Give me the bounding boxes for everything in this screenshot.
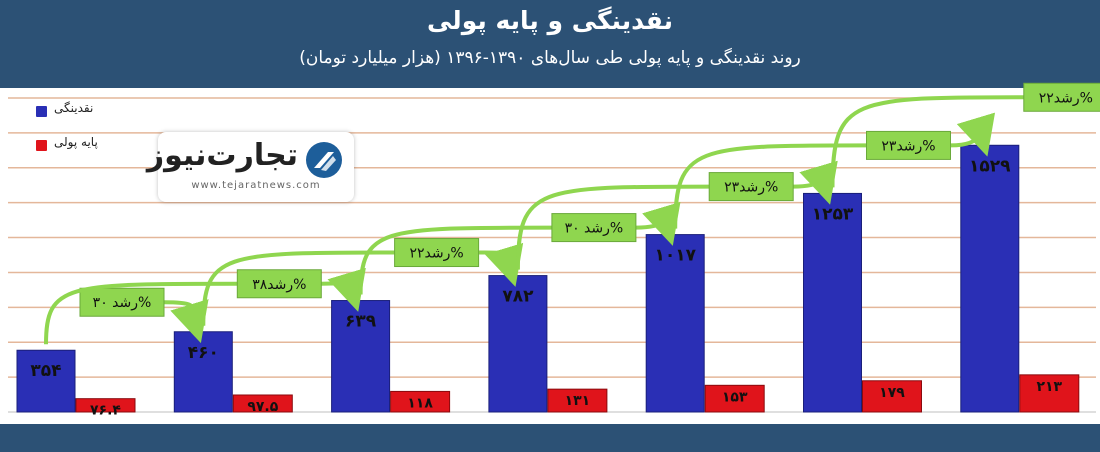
bar-liquidity <box>645 234 705 413</box>
bar-liquidity <box>16 349 76 413</box>
growth-arrow-in <box>515 184 710 270</box>
chart-footer <box>0 424 1100 452</box>
chart-title: نقدینگی و پایه پولی <box>427 6 673 35</box>
chart-subtitle: روند نقدینگی و پایه پولی طی سال‌های ۱۳۹۰… <box>299 48 801 68</box>
growth-box <box>1023 82 1100 112</box>
growth-box <box>79 287 165 317</box>
chart-header: نقدینگی و پایه پولی روند نقدینگی و پایه … <box>0 0 1100 88</box>
data-label-liquidity: ۱۰۱۷ <box>654 246 696 266</box>
data-label-liquidity: ۶۳۹ <box>345 312 377 332</box>
legend-label-base-money: پایه پولی <box>54 135 98 149</box>
growth-arrow-out <box>635 201 681 246</box>
legend-item-base-money: پایه پولی <box>28 132 138 166</box>
data-label-liquidity: ۱۲۵۳ <box>812 204 854 224</box>
data-label-base-money: ۱۱۸ <box>407 395 433 411</box>
data-label-liquidity: ۴۶۰ <box>188 343 219 363</box>
growth-label: رشد ۳۰% <box>93 295 152 311</box>
data-label-base-money: ۷۶.۴ <box>90 403 121 419</box>
bar-base-money <box>1019 374 1080 413</box>
legend-label-liquidity: نقدینگی <box>54 101 94 115</box>
growth-arrow-in <box>44 281 238 345</box>
growth-box <box>708 172 794 202</box>
growth-label: رشد۲۳% <box>724 180 778 196</box>
growth-arrow-out <box>950 112 996 157</box>
bar-liquidity <box>173 331 233 413</box>
bar-liquidity <box>488 275 548 413</box>
logo-url: www.tejaratnews.com <box>191 180 321 191</box>
growth-arrow-in <box>830 95 1024 188</box>
growth-box <box>236 269 322 299</box>
chart-legend: نقدینگی پایه پولی <box>28 98 138 166</box>
data-label-base-money: ۱۷۹ <box>879 385 905 401</box>
growth-box <box>394 238 480 268</box>
growth-label: رشد۲۲% <box>409 246 463 262</box>
data-label-liquidity: ۷۸۲ <box>502 287 534 307</box>
growth-label: رشد ۳۰% <box>565 221 624 237</box>
logo-name: تجارت‌نیوز <box>146 138 298 173</box>
growth-box <box>551 213 637 243</box>
data-label-liquidity: ۱۵۲۹ <box>969 156 1011 176</box>
bar-base-money <box>390 390 451 413</box>
growth-arrow-in <box>673 143 867 229</box>
data-label-base-money: ۹۷.۵ <box>247 399 278 415</box>
growth-arrow-out <box>321 267 366 312</box>
bar-base-money <box>547 388 608 413</box>
bar-liquidity <box>803 192 862 413</box>
tejaratnews-logo-icon <box>306 142 342 178</box>
growth-label: رشد۲۲% <box>1039 90 1093 106</box>
bar-liquidity <box>960 144 1020 413</box>
legend-swatch-base-money <box>36 140 47 151</box>
bar-base-money <box>75 398 136 413</box>
data-label-base-money: ۲۱۳ <box>1036 379 1062 395</box>
growth-arrow-out <box>793 160 838 205</box>
bar-base-money <box>862 380 922 413</box>
growth-box <box>866 130 951 160</box>
growth-arrow-in <box>201 250 395 326</box>
data-label-base-money: ۱۵۳ <box>722 389 748 405</box>
growth-label: رشد۲۳% <box>881 138 935 154</box>
data-label-liquidity: ۳۵۴ <box>30 361 61 381</box>
growth-arrow-out <box>163 299 209 344</box>
legend-swatch-liquidity <box>36 106 47 117</box>
tejaratnews-logo: تجارت‌نیوز www.tejaratnews.com <box>147 132 354 202</box>
growth-label: رشد۳۸% <box>252 277 306 293</box>
data-label-base-money: ۱۳۱ <box>565 393 591 409</box>
bar-base-money <box>232 394 293 413</box>
legend-item-liquidity: نقدینگی <box>28 98 138 132</box>
bar-base-money <box>704 384 765 413</box>
growth-arrow-out <box>478 242 524 287</box>
growth-arrow-in <box>358 225 552 295</box>
